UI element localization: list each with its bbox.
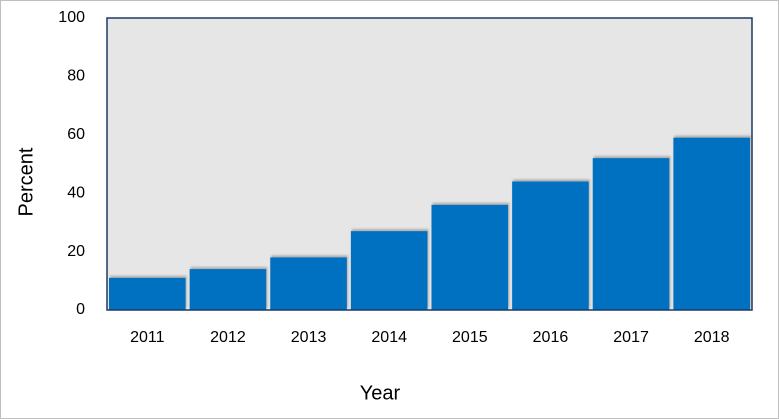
bar [109,277,186,310]
x-tick-label: 2014 [371,329,407,346]
x-tick-label: 2012 [210,329,246,346]
x-axis-title: Year [360,382,401,404]
x-tick-label: 2011 [130,329,165,346]
bar [512,181,589,310]
y-tick-label: 60 [67,126,85,143]
x-tick-label: 2018 [694,329,730,346]
y-tick-label: 0 [76,301,85,318]
bar [189,269,267,310]
bar [270,257,347,310]
x-tick-label: 2017 [613,329,649,346]
y-axis-title: Percent [15,147,37,216]
x-tick-label: 2013 [291,329,327,346]
y-tick-label: 100 [58,9,85,26]
y-tick-label: 80 [67,68,85,85]
bar [431,204,509,310]
x-tick-label: 2015 [452,329,488,346]
plot-border [106,17,753,311]
x-tick-label: 2016 [533,329,569,346]
bar [673,137,750,310]
y-tick-label: 20 [67,243,85,260]
bar [350,231,428,310]
y-tick-label: 40 [67,184,85,201]
bar [592,158,670,310]
